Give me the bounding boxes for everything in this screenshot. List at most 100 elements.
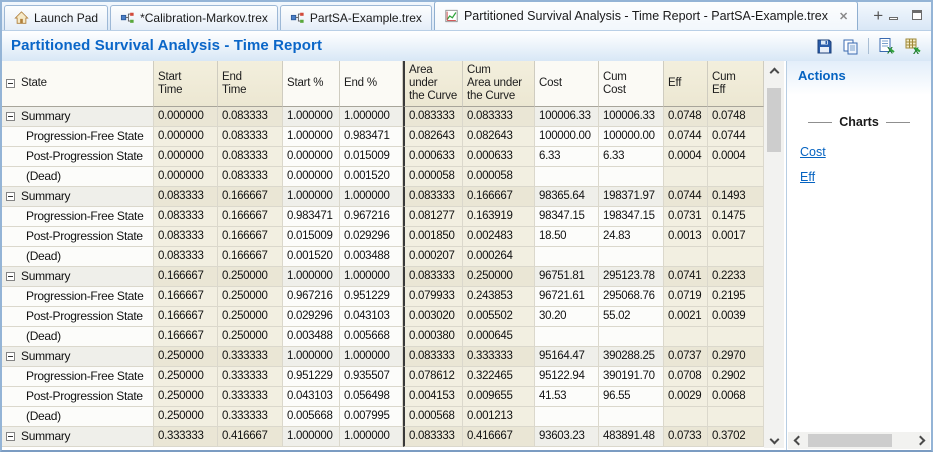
collapse-row-icon[interactable] — [6, 192, 15, 201]
value-cell: 0.000000 — [283, 147, 340, 167]
column-header-area[interactable]: Area under the Curve — [403, 61, 463, 107]
value-cell: 0.0744 — [664, 127, 708, 147]
value-cell — [664, 247, 708, 267]
table-row[interactable]: Summary 0.000000 0.083333 1.000000 1.000000 0… — [2, 107, 764, 127]
table-row[interactable]: Summary 0.333333 0.416667 1.000000 1.000000 0… — [2, 427, 764, 447]
cost-chart-link[interactable]: Cost — [800, 145, 826, 159]
state-cell: Progression-Free State — [2, 127, 154, 147]
table-row[interactable]: Summary 0.250000 0.333333 1.000000 1.000000 0… — [2, 347, 764, 367]
tab-time-report-active[interactable]: Partitioned Survival Analysis - Time Rep… — [433, 2, 859, 30]
charts-section-label: Charts — [839, 115, 879, 129]
value-cell: 1.000000 — [283, 267, 340, 287]
value-cell: 0.009655 — [463, 387, 535, 407]
value-cell: 0.043103 — [283, 387, 340, 407]
value-cell: 0.001520 — [283, 247, 340, 267]
value-cell: 0.005502 — [463, 307, 535, 327]
horizontal-scrollbar-thumb[interactable] — [808, 434, 892, 447]
value-cell: 0.967216 — [340, 207, 403, 227]
table-row[interactable]: Post-Progression State 0.000000 0.083333 0.… — [2, 147, 764, 167]
value-cell: 95164.47 — [535, 347, 599, 367]
save-button[interactable] — [814, 36, 834, 56]
table-row[interactable]: Summary 0.083333 0.166667 1.000000 1.000000 0… — [2, 187, 764, 207]
value-cell: 0.083333 — [403, 187, 463, 207]
export-excel-button[interactable]: X — [903, 36, 923, 56]
minimize-icon — [888, 16, 898, 20]
value-cell: 0.029296 — [340, 227, 403, 247]
value-cell: 0.2902 — [708, 367, 764, 387]
column-header-cum-eff[interactable]: Cum Eff — [708, 61, 764, 107]
value-cell: 0.0741 — [664, 267, 708, 287]
column-header-end-pct[interactable]: End % — [340, 61, 403, 107]
state-label: Progression-Free State — [26, 369, 144, 383]
value-cell: 0.2233 — [708, 267, 764, 287]
state-cell: Post-Progression State — [2, 147, 154, 167]
value-cell: 0.000207 — [403, 247, 463, 267]
close-icon[interactable]: ✕ — [838, 10, 849, 23]
table-row[interactable]: Post-Progression State 0.250000 0.333333 0.… — [2, 387, 764, 407]
export-report-button[interactable]: X — [877, 36, 897, 56]
minimize-button[interactable] — [885, 7, 901, 23]
new-tab-button[interactable]: + — [873, 6, 884, 25]
value-cell: 198347.15 — [599, 207, 664, 227]
horizontal-scrollbar[interactable] — [788, 432, 930, 449]
column-header-cum-area[interactable]: Cum Area under the Curve — [463, 61, 535, 107]
scroll-up-button[interactable] — [764, 63, 784, 81]
column-header-state[interactable]: State — [2, 61, 154, 107]
state-label: Summary — [21, 109, 71, 123]
table-row[interactable]: (Dead) 0.250000 0.333333 0.005668 0.007995 0.… — [2, 407, 764, 427]
scroll-right-button[interactable] — [911, 432, 929, 449]
tab-partsa-example[interactable]: PartSA-Example.trex — [279, 5, 432, 30]
time-report-table: State Start Time End Time Start % End % … — [2, 61, 764, 447]
collapse-row-icon[interactable] — [6, 112, 15, 121]
table-row[interactable]: (Dead) 0.083333 0.166667 0.001520 0.003488 0.… — [2, 247, 764, 267]
column-header-eff[interactable]: Eff — [664, 61, 708, 107]
copy-button[interactable] — [840, 36, 860, 56]
value-cell: 0.056498 — [340, 387, 403, 407]
column-header-cost[interactable]: Cost — [535, 61, 599, 107]
tab-calibration-markov[interactable]: *Calibration-Markov.trex — [110, 5, 278, 30]
collapse-all-icon[interactable] — [6, 79, 15, 88]
state-cell: (Dead) — [2, 247, 154, 267]
maximize-button[interactable] — [909, 7, 925, 23]
vertical-scrollbar-thumb[interactable] — [767, 88, 781, 152]
table-row[interactable]: Post-Progression State 0.083333 0.166667 0.… — [2, 227, 764, 247]
scroll-left-button[interactable] — [789, 432, 807, 449]
vertical-scrollbar[interactable] — [764, 61, 784, 448]
table-row[interactable]: Post-Progression State 0.166667 0.250000 0.… — [2, 307, 764, 327]
value-cell: 0.007995 — [340, 407, 403, 427]
value-cell — [708, 167, 764, 187]
value-cell: 0.000633 — [463, 147, 535, 167]
eff-chart-link[interactable]: Eff — [800, 170, 816, 184]
table-row[interactable]: (Dead) 0.166667 0.250000 0.003488 0.005668 0.… — [2, 327, 764, 347]
collapse-row-icon[interactable] — [6, 432, 15, 441]
table-row[interactable]: Summary 0.166667 0.250000 1.000000 1.000000 0… — [2, 267, 764, 287]
column-header-start-pct[interactable]: Start % — [283, 61, 340, 107]
value-cell: 0.0021 — [664, 307, 708, 327]
value-cell: 0.083333 — [403, 427, 463, 447]
value-cell: 0.0737 — [664, 347, 708, 367]
value-cell: 0.166667 — [218, 247, 283, 267]
value-cell: 1.000000 — [283, 187, 340, 207]
value-cell: 0.003488 — [340, 247, 403, 267]
table-row[interactable]: Progression-Free State 0.166667 0.250000 0.… — [2, 287, 764, 307]
scroll-down-button[interactable] — [764, 430, 784, 448]
collapse-row-icon[interactable] — [6, 352, 15, 361]
tab-launch-pad[interactable]: Launch Pad — [4, 5, 109, 30]
column-header-cum-cost[interactable]: Cum Cost — [599, 61, 664, 107]
value-cell: 0.003488 — [283, 327, 340, 347]
value-cell — [535, 167, 599, 187]
table-row[interactable]: Progression-Free State 0.250000 0.333333 0.… — [2, 367, 764, 387]
column-header-start-time[interactable]: Start Time — [154, 61, 218, 107]
value-cell: 0.333333 — [463, 347, 535, 367]
state-cell: Summary — [2, 267, 154, 287]
value-cell: 390288.25 — [599, 347, 664, 367]
toolbar: X X — [814, 36, 923, 56]
table-row[interactable]: Progression-Free State 0.000000 0.083333 1.… — [2, 127, 764, 147]
table-body: Summary 0.000000 0.083333 1.000000 1.000000 0… — [2, 107, 764, 447]
table-row[interactable]: Progression-Free State 0.083333 0.166667 0.… — [2, 207, 764, 227]
value-cell: 0.001213 — [463, 407, 535, 427]
table-row[interactable]: (Dead) 0.000000 0.083333 0.000000 0.001520 0.… — [2, 167, 764, 187]
column-header-end-time[interactable]: End Time — [218, 61, 283, 107]
collapse-row-icon[interactable] — [6, 272, 15, 281]
value-cell: 0.0744 — [664, 187, 708, 207]
